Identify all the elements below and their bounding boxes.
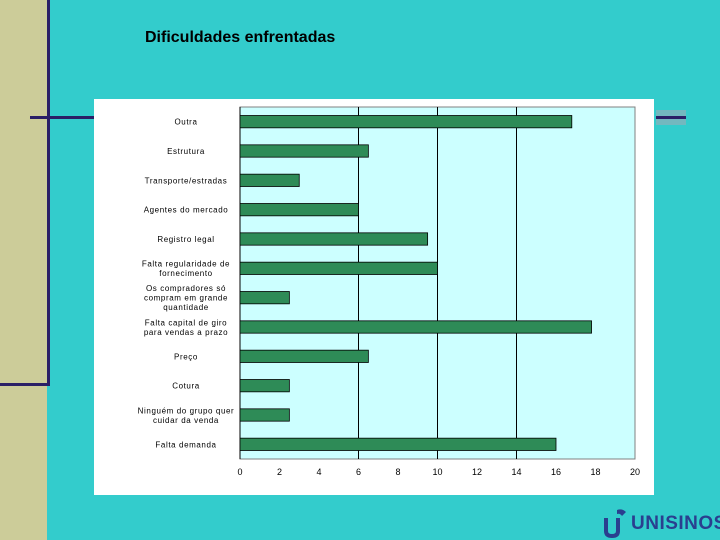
category-label: Registro legal (157, 235, 214, 244)
bar (239, 349, 369, 363)
chart-container: Outra Estrutura Transporte/estradas Agentes… (94, 99, 654, 495)
x-tick-label: 4 (316, 467, 321, 477)
title-rule-right (656, 116, 686, 119)
category-label: Falta demanda (155, 440, 216, 449)
bar (239, 320, 592, 334)
bar (239, 115, 573, 129)
x-tick-label: 10 (432, 467, 442, 477)
bar-chart: Outra Estrutura Transporte/estradas Agentes… (138, 106, 640, 477)
title-rule-left (30, 116, 96, 119)
category-label: compram em grande (144, 294, 228, 303)
bar (239, 379, 290, 393)
x-tick-label: 16 (551, 467, 561, 477)
x-tick-label: 18 (590, 467, 600, 477)
slide-title: Dificuldades enfrentadas (145, 29, 336, 46)
x-tick-label: 2 (277, 467, 282, 477)
category-label: Falta regularidade de (142, 260, 230, 269)
x-tick-label: 12 (472, 467, 482, 477)
category-label: Ninguém do grupo quer (138, 406, 235, 415)
bar (239, 291, 290, 305)
category-label: Cotura (172, 382, 200, 391)
category-label: Preço (174, 352, 198, 361)
category-label: Os compradores só (146, 284, 226, 293)
unisinos-logo (604, 509, 626, 538)
x-tick-label: 6 (356, 467, 361, 477)
category-label: para vendas a prazo (144, 328, 228, 337)
bar (239, 144, 369, 158)
side-band (0, 0, 47, 540)
x-tick-label: 0 (237, 467, 242, 477)
bar (239, 437, 557, 451)
side-accent-line-horizontal (0, 383, 47, 386)
category-label: quantidade (163, 303, 209, 312)
bar (239, 261, 438, 275)
category-label: Estrutura (167, 147, 205, 156)
bar (239, 173, 300, 187)
category-label: fornecimento (159, 269, 212, 278)
logo-text: UNISINOS (631, 513, 720, 534)
logo-mark-icon (604, 518, 620, 538)
category-label: cuidar da venda (153, 416, 219, 425)
category-label: Agentes do mercado (144, 206, 229, 215)
side-accent-line (47, 0, 50, 386)
x-tick-label: 14 (511, 467, 521, 477)
x-tick-label: 20 (630, 467, 640, 477)
bar (239, 203, 359, 217)
category-label: Outra (174, 118, 197, 127)
category-label: Transporte/estradas (145, 176, 228, 185)
bar (239, 232, 429, 246)
bar (239, 408, 290, 422)
x-tick-label: 8 (395, 467, 400, 477)
category-label: Falta capital de giro (145, 318, 227, 327)
